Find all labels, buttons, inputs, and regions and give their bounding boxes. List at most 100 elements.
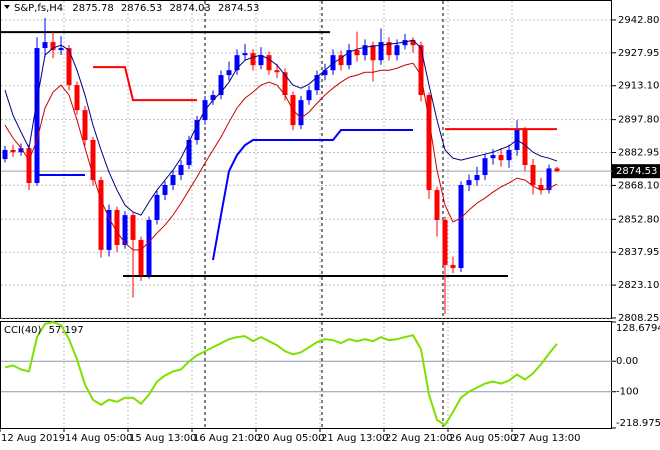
candle-body (42, 42, 48, 49)
x-tick-label: 26 Aug 05:00 (449, 433, 516, 444)
y-tick-label: 2927.95 (618, 48, 659, 59)
candle-body (114, 210, 120, 246)
candle-body (130, 215, 136, 240)
candle-body (458, 184, 464, 269)
candle-body (266, 55, 272, 71)
candle-body (546, 168, 552, 191)
y-tick-label: 2837.95 (618, 247, 659, 258)
candle-body (482, 158, 488, 176)
cci-header: CCI(40) 57.197 (4, 325, 84, 336)
cci-panel (0, 321, 612, 429)
candle-body (274, 70, 280, 73)
candle-body (58, 48, 64, 51)
candle-body (90, 140, 96, 181)
candle-body (34, 48, 40, 183)
candle-body (450, 264, 456, 269)
x-tick-label: 16 Aug 21:00 (193, 433, 260, 444)
stop-red-line (93, 66, 557, 131)
candle-body (50, 42, 56, 51)
candle-body (314, 75, 320, 91)
x-tick-label: 22 Aug 21:00 (385, 433, 452, 444)
candle-body (474, 175, 480, 181)
candle-body (442, 219, 448, 265)
x-tick-label: 27 Aug 13:00 (513, 433, 580, 444)
candle-body (210, 95, 216, 101)
price-tag (612, 164, 660, 179)
candle-body (226, 70, 232, 76)
candle-body (186, 140, 192, 166)
candle-body (66, 48, 72, 86)
candle-body (282, 72, 288, 96)
y-tick-label: 2897.80 (618, 115, 659, 126)
candle-body (378, 42, 384, 61)
cci-value: 57.197 (49, 325, 84, 336)
open-value: 2875.78 (72, 3, 113, 14)
candle-body (170, 175, 176, 185)
y-tick-label: 2868.10 (618, 180, 659, 191)
close-value: 2874.53 (218, 3, 259, 14)
candle-body (410, 40, 416, 46)
y-tick-label: 2942.80 (618, 15, 659, 26)
low-value: 2874.03 (169, 3, 210, 14)
candle-body (386, 42, 392, 56)
candle-body (394, 45, 400, 56)
candle-body (402, 40, 408, 46)
candle-body (258, 55, 264, 66)
candle-body (338, 55, 344, 66)
y-tick-label: 128.6794 (616, 323, 660, 334)
menu-arrow (4, 5, 10, 9)
y-tick-label: 2823.10 (618, 280, 659, 291)
candle-body (242, 53, 248, 56)
cci-label: CCI(40) (4, 325, 42, 336)
candle-body (2, 149, 8, 160)
candle-body (434, 190, 440, 220)
x-tick-label: 14 Aug 05:00 (65, 433, 132, 444)
candle-body (162, 184, 168, 195)
y-tick-label: 2852.80 (618, 214, 659, 225)
candle-body (218, 75, 224, 96)
ma-fast-line (4, 39, 558, 216)
chart-title: S&P,fs,H4 (14, 3, 63, 14)
ma-slow-line (4, 62, 558, 251)
candle-body (154, 194, 160, 220)
candle-body (106, 210, 112, 250)
candle-body (178, 165, 184, 176)
candle-body (322, 70, 328, 76)
candle-body (26, 148, 32, 183)
candle-body (522, 130, 528, 166)
y-tick-label: 0.00 (616, 356, 638, 367)
candle-body (362, 45, 368, 56)
candle-body (234, 55, 240, 71)
candle-body (346, 50, 352, 66)
candle-body (306, 90, 312, 101)
candle-body (418, 45, 424, 96)
x-tick-label: 15 Aug 13:00 (129, 433, 196, 444)
candle-body (250, 53, 256, 66)
candle-body (554, 168, 560, 172)
candle-body (74, 85, 80, 111)
y-tick-label: 2913.10 (618, 81, 659, 92)
high-value: 2876.53 (121, 3, 162, 14)
candle-body (82, 110, 88, 141)
x-tick-label: 12 Aug 2019 (1, 433, 65, 444)
cci-line (4, 320, 558, 427)
candle-body (10, 149, 16, 153)
x-tick-label: 21 Aug 13:00 (321, 433, 388, 444)
candle-body (370, 45, 376, 61)
stop-blue-line (37, 129, 413, 261)
y-tick-label: -100 (616, 387, 639, 398)
x-tick-label: 20 Aug 05:00 (257, 433, 324, 444)
y-tick-label: 2808.25 (618, 313, 659, 324)
candle-body (146, 219, 152, 275)
y-tick-label: 2882.95 (618, 148, 659, 159)
candle-body (194, 120, 200, 141)
candle-body (98, 180, 104, 250)
candle-body (426, 95, 432, 191)
chart-header: S&P,fs,H4 2875.78 2876.53 2874.03 2874.5… (14, 3, 259, 14)
price-tag-label: 2874.53 (616, 166, 657, 177)
candle-body (466, 180, 472, 185)
candle-body (530, 165, 536, 185)
